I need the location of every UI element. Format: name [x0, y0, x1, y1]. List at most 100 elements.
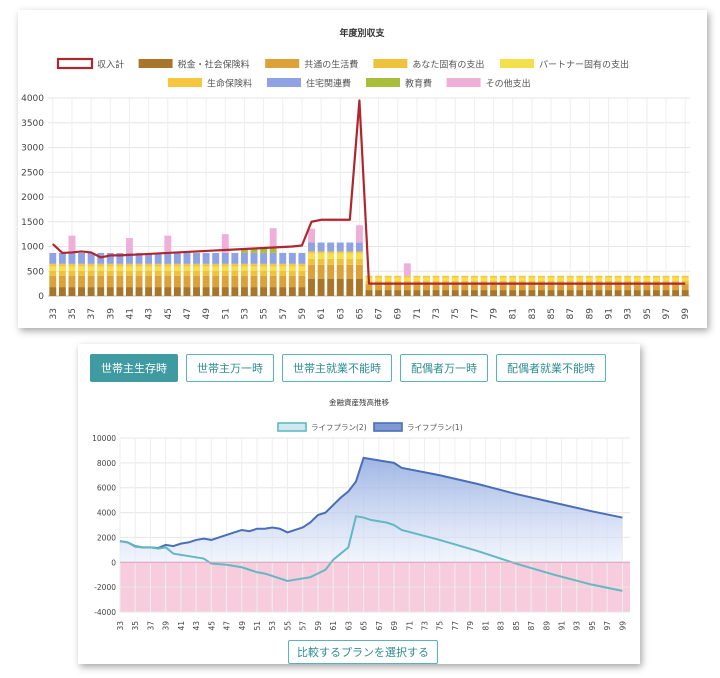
bar-segment — [202, 275, 210, 288]
bar-segment — [403, 277, 411, 281]
bar-segment — [538, 277, 545, 281]
bar-segment — [518, 284, 526, 291]
bar-segment — [87, 287, 95, 296]
bar-segment — [68, 252, 76, 264]
bar-segment — [470, 290, 478, 296]
compare-plan-button[interactable]: 比較するプランを選択する — [288, 640, 438, 664]
x-tick-label: 55 — [260, 308, 270, 319]
bar-segment — [566, 284, 574, 291]
bar-segment — [164, 287, 172, 296]
bar-segment — [633, 284, 641, 291]
tab-householder-death[interactable]: 世帯主万一時 — [186, 354, 274, 382]
bar-segment — [183, 266, 191, 271]
bar-segment — [308, 242, 315, 252]
bar-segment — [384, 277, 392, 281]
bar-segment — [528, 284, 536, 291]
bar-segment — [154, 266, 162, 271]
x-tick-label: 73 — [420, 621, 429, 631]
tab-spouse-death[interactable]: 配偶者万一時 — [400, 354, 488, 382]
bar-segment — [164, 270, 172, 276]
tab-householder-alive[interactable]: 世帯主生存時 — [90, 354, 178, 382]
x-tick-label: 83 — [497, 621, 506, 631]
bar-segment — [624, 284, 632, 291]
bar-segment — [173, 275, 181, 288]
bar-segment — [681, 290, 689, 296]
bar-segment — [528, 290, 536, 296]
bar-segment — [240, 287, 248, 296]
bar-segment — [154, 275, 162, 288]
bar-segment — [384, 290, 392, 296]
bar-segment — [87, 275, 95, 288]
x-tick-label: 79 — [466, 621, 475, 631]
bar-segment — [125, 263, 133, 267]
x-tick-label: 81 — [509, 308, 519, 319]
bar-segment — [470, 280, 478, 285]
bar-segment — [413, 284, 421, 291]
bar-segment — [154, 252, 162, 264]
bar-segment — [308, 278, 315, 296]
x-tick-label: 55 — [283, 621, 292, 631]
bar-segment — [653, 284, 660, 291]
bar-segment — [538, 280, 545, 285]
bar-segment — [566, 275, 574, 278]
bar-segment — [509, 280, 517, 285]
bar-segment — [327, 242, 335, 252]
bar-segment — [413, 290, 421, 296]
bar-segment — [423, 284, 430, 291]
income-line — [52, 99, 686, 285]
bar-segment — [538, 284, 545, 291]
y-tick-label: 1000 — [21, 243, 44, 253]
bar-segment — [633, 275, 641, 278]
bar-segment — [58, 252, 66, 264]
bar-segment — [164, 263, 172, 267]
x-tick-label: 73 — [432, 308, 442, 319]
bar-segment — [336, 242, 344, 252]
bar-segment — [269, 263, 277, 267]
x-tick-label: 53 — [268, 621, 277, 631]
bar-segment — [106, 287, 114, 296]
bar-segment — [308, 253, 315, 259]
bar-segment — [49, 263, 57, 267]
y-tick-label: 1500 — [21, 218, 44, 228]
bar-segment — [145, 263, 153, 267]
bar-segment — [557, 280, 565, 285]
bar-segment — [212, 263, 220, 267]
bar-segment — [614, 280, 622, 285]
bar-segment — [308, 264, 315, 279]
bar-segment — [538, 275, 545, 278]
bar-segment — [451, 275, 459, 278]
x-tick-label: 41 — [177, 621, 186, 631]
x-tick-label: 65 — [360, 621, 369, 631]
bar-segment — [308, 228, 315, 243]
bar-segment — [97, 270, 105, 276]
bar-segment — [547, 290, 555, 296]
bar-segment — [547, 277, 555, 281]
bar-segment — [221, 266, 229, 271]
bar-segment — [566, 290, 574, 296]
bar-segment — [614, 275, 622, 278]
bar-segment — [528, 275, 536, 278]
bar-segment — [681, 284, 689, 291]
bar-segment — [566, 280, 574, 285]
tab-householder-disability[interactable]: 世帯主就業不能時 — [282, 354, 392, 382]
bar-segment — [643, 290, 651, 296]
bar-segment — [260, 287, 268, 296]
tab-spouse-disability[interactable]: 配偶者就業不能時 — [496, 354, 606, 382]
bar-segment — [576, 290, 584, 296]
bar-segment — [451, 280, 459, 285]
x-tick-label: 77 — [470, 308, 480, 319]
bar-segment — [202, 266, 210, 271]
bar-segment — [624, 280, 632, 285]
bar-segment — [288, 275, 296, 288]
bar-segment — [585, 290, 593, 296]
y-tick-label: 8000 — [97, 459, 116, 468]
bar-segment — [97, 287, 105, 296]
x-tick-label: 59 — [298, 308, 308, 320]
bar-segment — [432, 275, 440, 278]
bar-segment — [317, 242, 325, 252]
bar-segment — [135, 263, 143, 267]
bar-segment — [624, 275, 632, 278]
bar-segment — [288, 263, 296, 267]
x-tick-label: 69 — [390, 621, 399, 631]
